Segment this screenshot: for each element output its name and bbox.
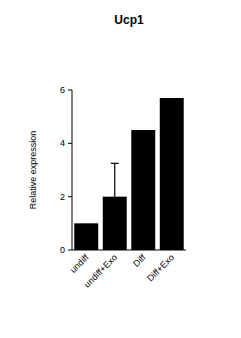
y-tick-label: 2 bbox=[60, 192, 65, 202]
error-line bbox=[114, 163, 115, 230]
y-tick-label: 4 bbox=[60, 138, 65, 148]
bar bbox=[131, 130, 155, 250]
error-cap bbox=[111, 163, 119, 164]
y-tick-label: 6 bbox=[60, 85, 65, 95]
y-tick-label: 0 bbox=[60, 245, 65, 255]
x-tick-label: Diff+Exo bbox=[145, 252, 176, 283]
chart-container: Ucp1 Relative expression 0 2 4 6 undiffundiff+… bbox=[0, 0, 241, 338]
y-tick bbox=[68, 143, 72, 144]
y-tick bbox=[68, 90, 72, 91]
y-axis bbox=[72, 90, 73, 250]
x-tick-label: Diff bbox=[131, 252, 148, 269]
x-tick-label: undiff+Exo bbox=[82, 252, 119, 289]
bar bbox=[160, 98, 184, 250]
title: Ucp1 bbox=[114, 13, 144, 27]
x-tick-label: undiff bbox=[68, 252, 91, 275]
error-bar bbox=[111, 163, 119, 230]
plot-area bbox=[74, 98, 183, 250]
x-axis bbox=[72, 250, 186, 251]
bar bbox=[74, 223, 98, 250]
y-axis-label: Relative expression bbox=[28, 131, 38, 210]
y-tick bbox=[68, 196, 72, 197]
y-tick bbox=[68, 250, 72, 251]
chart-svg: Ucp1 Relative expression 0 2 4 6 undiffundiff+… bbox=[0, 0, 241, 338]
